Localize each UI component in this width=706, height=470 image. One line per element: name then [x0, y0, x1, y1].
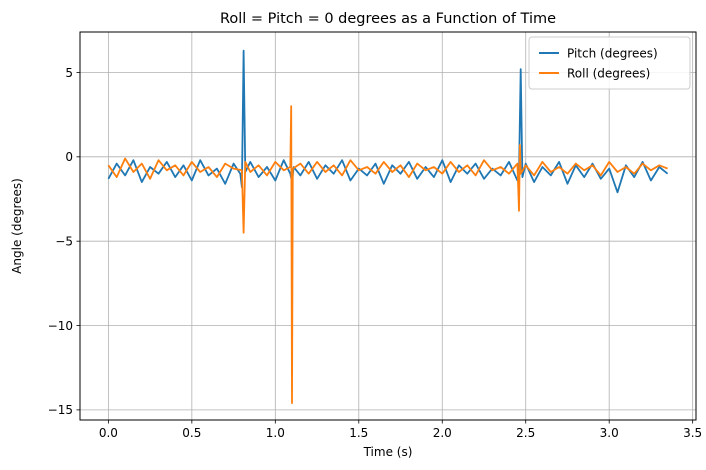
x-tick-label: 2.0 — [433, 426, 452, 440]
x-axis-label: Time (s) — [363, 445, 413, 459]
x-tick-label: 2.5 — [516, 426, 535, 440]
x-tick-label: 1.0 — [266, 426, 285, 440]
grid — [80, 32, 696, 420]
chart-title: Roll = Pitch = 0 degrees as a Function o… — [220, 11, 556, 27]
legend: Pitch (degrees) Roll (degrees) — [528, 36, 691, 90]
x-tick-label: 3.0 — [600, 426, 619, 440]
x-tick-label: 1.5 — [349, 426, 368, 440]
legend-pitch-label: Pitch (degrees) — [567, 46, 658, 60]
y-axis-label: Angle (degrees) — [10, 178, 24, 274]
y-tick-label: 5 — [65, 66, 73, 80]
y-tick-label: −5 — [55, 234, 73, 248]
series-layer — [107, 49, 669, 405]
y-tick-label: −10 — [48, 319, 73, 333]
legend-box — [528, 36, 691, 90]
plot-frame — [79, 31, 697, 421]
x-tick-label: 3.5 — [683, 426, 702, 440]
x-tick-label: 0.0 — [99, 426, 118, 440]
y-axis-ticks: 5 0 −5 −10 −15 — [48, 66, 80, 417]
x-tick-label: 0.5 — [182, 426, 201, 440]
x-axis-ticks: 0.0 0.5 1.0 1.5 2.0 2.5 3.0 3.5 — [99, 420, 702, 440]
y-tick-label: −15 — [48, 403, 73, 417]
legend-roll-label: Roll (degrees) — [567, 66, 650, 80]
y-tick-label: 0 — [65, 150, 73, 164]
series-line-roll — [107, 105, 668, 405]
